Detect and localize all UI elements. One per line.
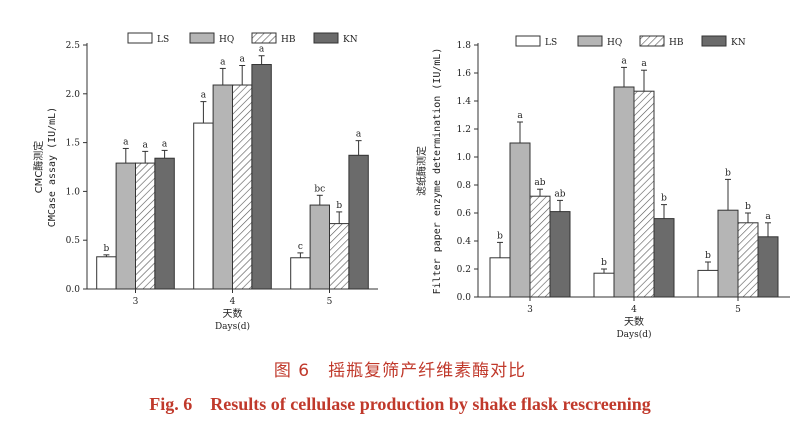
y-tick-label: 1.0 <box>457 153 472 163</box>
bar-ls <box>489 257 511 298</box>
significance-label: a <box>240 54 246 64</box>
legend-label-hb: HB <box>281 35 296 45</box>
significance-label: a <box>143 140 149 150</box>
y-axis-title-chinese: CMC酶测定 <box>32 141 45 194</box>
x-axis-title: Days(d) <box>616 329 651 340</box>
bar-hb <box>135 162 156 290</box>
significance-label: a <box>220 57 226 67</box>
y-tick-label: 0.5 <box>66 236 81 246</box>
bar-kn <box>348 154 369 290</box>
y-tick-label: 2.0 <box>66 90 81 100</box>
y-tick-label: 2.5 <box>66 41 81 51</box>
significance-label: a <box>621 56 627 66</box>
bar-hq <box>212 84 234 290</box>
x-tick-label: 5 <box>735 305 741 315</box>
legend-swatch-ls <box>515 35 541 47</box>
significance-label: a <box>201 91 207 101</box>
bar-ls <box>290 257 311 290</box>
legend-label-ls: LS <box>157 35 169 45</box>
y-axis-title: CMCase assay (IU/mL) <box>47 107 58 227</box>
bar-ls <box>96 256 117 290</box>
bar-kn <box>653 218 675 298</box>
significance-label: a <box>765 212 771 222</box>
bar-hb <box>737 222 759 298</box>
legend-swatch-kn <box>701 35 727 47</box>
significance-label: a <box>641 59 647 69</box>
x-tick-label: 4 <box>230 297 236 307</box>
significance-label: a <box>356 130 362 140</box>
y-tick-label: 0.2 <box>457 265 471 275</box>
bar-kn <box>154 157 175 290</box>
bar-hq <box>115 162 136 290</box>
bar-hq <box>509 142 531 298</box>
legend-label-hq: HQ <box>219 35 234 45</box>
x-tick-label: 4 <box>631 305 637 315</box>
y-tick-label: 0.4 <box>457 237 472 247</box>
y-tick-label: 1.4 <box>457 97 472 107</box>
x-axis-title-chinese: 天数 <box>624 315 644 328</box>
significance-label: bc <box>314 184 325 194</box>
bar-ls <box>697 269 719 298</box>
significance-label: ab <box>554 189 565 199</box>
bar-kn <box>251 64 272 290</box>
bar-kn <box>757 236 779 298</box>
figure-caption-english: Fig. 6 Results of cellulase production b… <box>149 394 651 414</box>
bar-hq <box>717 209 739 298</box>
legend-swatch-ls <box>127 32 153 44</box>
y-tick-label: 1.2 <box>457 125 471 135</box>
filter-paper-chart: 0.0 0.2 0.4 0.6 0.8 1.0 1.2 1.4 1.6 1.8 滤纸酶测定 Filte… <box>415 35 790 340</box>
y-tick-label: 0.0 <box>457 293 472 303</box>
significance-label: a <box>517 111 523 121</box>
legend-swatch-hq <box>577 35 603 47</box>
y-tick-label: 0.0 <box>66 285 81 295</box>
bar-hq <box>613 86 635 298</box>
significance-label: a <box>259 45 265 55</box>
bar-hb <box>633 90 655 298</box>
significance-label: b <box>661 194 667 204</box>
y-tick-label: 1.6 <box>457 69 472 79</box>
y-tick-label: 1.8 <box>457 41 472 51</box>
significance-label: c <box>298 242 303 252</box>
legend-label-kn: KN <box>731 38 746 48</box>
significance-label: b <box>336 201 342 211</box>
bar-hb <box>329 223 350 290</box>
bar-hb <box>529 195 551 298</box>
x-tick-label: 3 <box>527 305 533 315</box>
y-tick-label: 1.0 <box>66 187 81 197</box>
cmcase-chart: 0.0 0.5 1.0 1.5 2.0 2.5 CMC酶测定 CMCase assay (IU… <box>32 32 378 332</box>
bar-kn <box>549 211 571 298</box>
x-axis-title: Days(d) <box>215 321 250 332</box>
x-tick-label: 5 <box>327 297 333 307</box>
significance-label: b <box>497 231 503 241</box>
significance-label: ab <box>534 178 545 188</box>
figure-caption-chinese: 图 6 摇瓶复筛产纤维素酶对比 <box>273 361 527 381</box>
significance-label: b <box>601 258 607 268</box>
y-tick-label: 1.5 <box>66 139 81 149</box>
x-tick-label: 3 <box>133 297 139 307</box>
significance-label: a <box>162 139 168 149</box>
legend-swatch-kn <box>313 32 339 44</box>
legend-label-ls: LS <box>545 38 557 48</box>
x-axis-title-chinese: 天数 <box>223 307 243 320</box>
bar-ls <box>593 272 615 298</box>
y-tick-label: 0.8 <box>457 181 472 191</box>
y-axis-title-chinese: 滤纸酶测定 <box>415 146 428 196</box>
legend-label-hq: HQ <box>607 38 622 48</box>
significance-label: b <box>725 168 731 178</box>
significance-label: b <box>104 244 110 254</box>
bar-hq <box>309 204 331 290</box>
y-tick-label: 0.6 <box>457 209 472 219</box>
significance-label: b <box>705 251 711 261</box>
legend-swatch-hb <box>639 35 665 47</box>
legend-label-hb: HB <box>669 38 684 48</box>
y-axis-title: Filter paper enzyme determination (IU/mL… <box>432 48 443 295</box>
legend-label-kn: KN <box>343 35 358 45</box>
significance-label: b <box>745 202 751 212</box>
bar-ls <box>193 122 214 290</box>
bar-hb <box>232 84 253 290</box>
significance-label: a <box>123 137 129 147</box>
legend-swatch-hb <box>251 32 277 44</box>
legend-swatch-hq <box>189 32 215 44</box>
